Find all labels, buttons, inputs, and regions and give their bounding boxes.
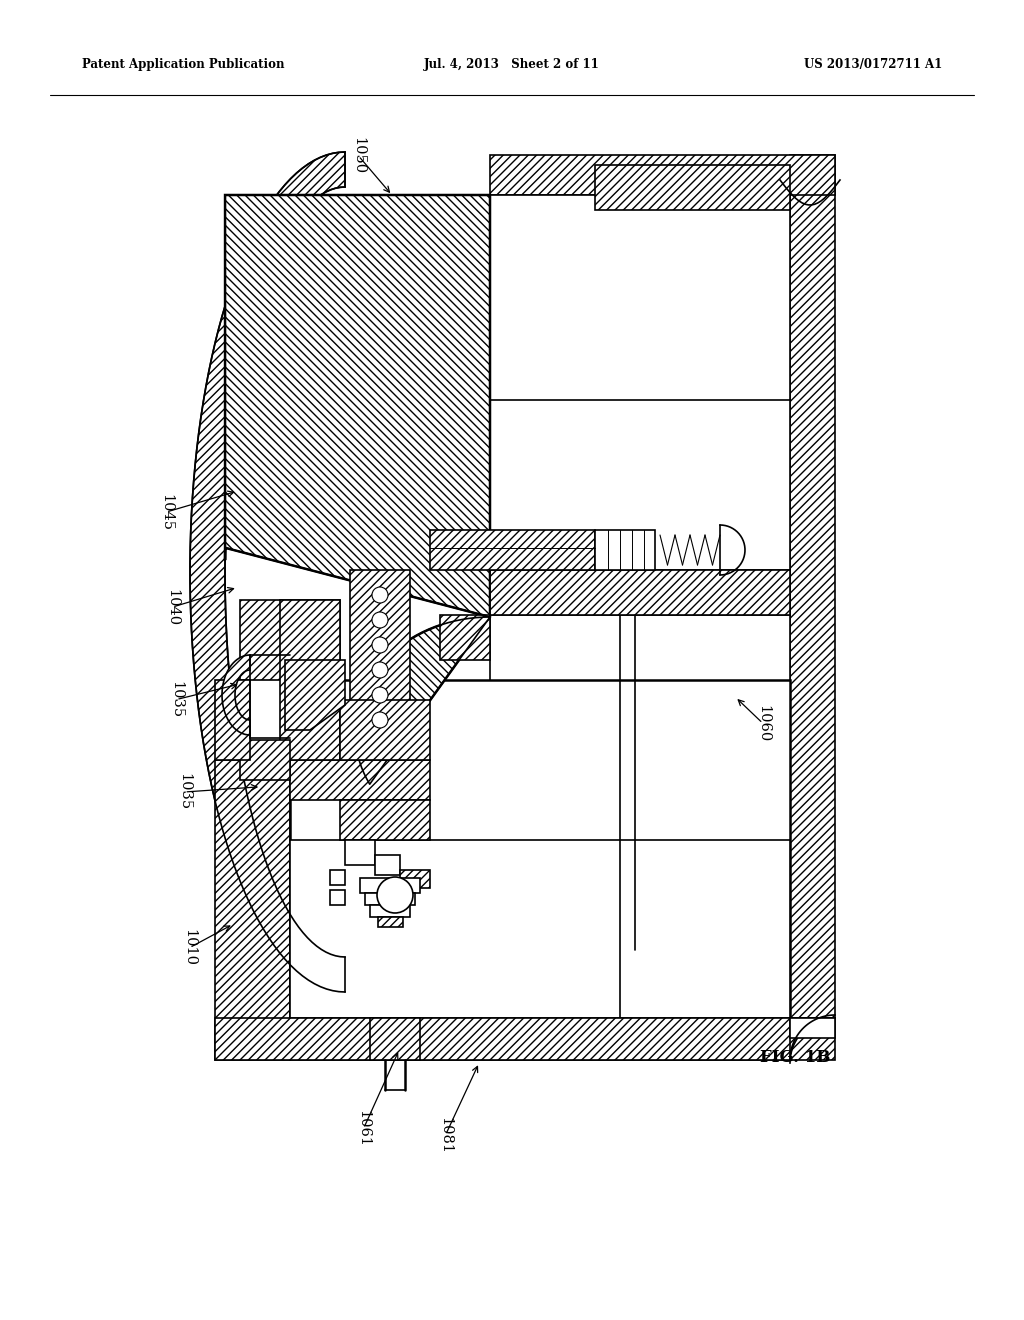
Polygon shape bbox=[290, 760, 430, 800]
Text: 1061: 1061 bbox=[356, 1110, 371, 1147]
Polygon shape bbox=[215, 680, 250, 760]
Polygon shape bbox=[280, 601, 340, 760]
Text: 1040: 1040 bbox=[165, 589, 179, 626]
Circle shape bbox=[372, 686, 388, 704]
Polygon shape bbox=[595, 165, 790, 210]
Bar bbox=[370, 906, 410, 917]
Polygon shape bbox=[190, 152, 345, 993]
Text: Patent Application Publication: Patent Application Publication bbox=[82, 58, 285, 71]
Text: 1010: 1010 bbox=[182, 929, 197, 966]
Bar bbox=[790, 1018, 835, 1038]
Circle shape bbox=[372, 638, 388, 653]
Polygon shape bbox=[490, 154, 835, 195]
Polygon shape bbox=[215, 760, 290, 1060]
Bar bbox=[345, 840, 375, 865]
Circle shape bbox=[377, 876, 413, 913]
Polygon shape bbox=[290, 1018, 835, 1060]
Polygon shape bbox=[215, 1018, 790, 1060]
Circle shape bbox=[372, 663, 388, 678]
Text: Jul. 4, 2013   Sheet 2 of 11: Jul. 4, 2013 Sheet 2 of 11 bbox=[424, 58, 600, 71]
Bar bbox=[330, 870, 345, 884]
Text: FIG. 1B: FIG. 1B bbox=[760, 1049, 830, 1067]
Polygon shape bbox=[440, 615, 490, 660]
Text: 1045: 1045 bbox=[159, 494, 173, 531]
Polygon shape bbox=[240, 741, 290, 780]
Polygon shape bbox=[340, 800, 430, 840]
Circle shape bbox=[372, 612, 388, 628]
Polygon shape bbox=[285, 660, 345, 730]
Bar bbox=[375, 855, 400, 875]
Polygon shape bbox=[222, 655, 250, 735]
Bar bbox=[400, 870, 430, 888]
Polygon shape bbox=[790, 154, 835, 1018]
Polygon shape bbox=[350, 570, 410, 730]
Polygon shape bbox=[490, 570, 790, 615]
Bar bbox=[330, 890, 345, 906]
Text: US 2013/0172711 A1: US 2013/0172711 A1 bbox=[804, 58, 942, 71]
Bar bbox=[490, 195, 790, 1018]
Text: 1035: 1035 bbox=[177, 774, 191, 810]
Text: 1035: 1035 bbox=[169, 681, 183, 718]
Circle shape bbox=[372, 711, 388, 729]
Text: 1060: 1060 bbox=[756, 705, 770, 742]
Text: 1081: 1081 bbox=[438, 1117, 453, 1154]
Bar bbox=[290, 680, 790, 1018]
Bar bbox=[595, 531, 655, 570]
Polygon shape bbox=[240, 601, 340, 680]
Bar bbox=[365, 894, 415, 906]
Circle shape bbox=[372, 587, 388, 603]
Polygon shape bbox=[225, 195, 490, 784]
Bar bbox=[378, 917, 403, 927]
Bar bbox=[290, 840, 790, 1018]
Polygon shape bbox=[340, 700, 430, 760]
Text: 1050: 1050 bbox=[351, 137, 366, 174]
Polygon shape bbox=[370, 1018, 420, 1060]
Polygon shape bbox=[430, 531, 595, 570]
Bar bbox=[360, 878, 420, 894]
